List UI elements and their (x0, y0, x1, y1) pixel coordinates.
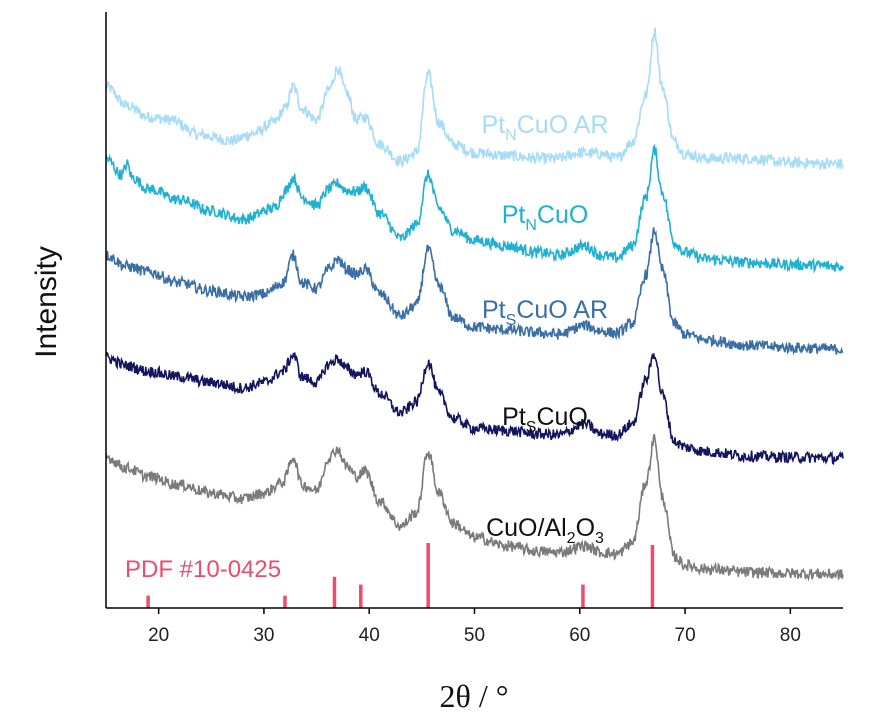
series-line-2 (105, 143, 844, 274)
x-tick-label: 70 (675, 625, 696, 646)
x-tick-label: 40 (359, 625, 380, 646)
series-layer (105, 27, 844, 582)
series-line-5 (105, 433, 844, 582)
series-label-1: PtNCuO AR (482, 111, 609, 144)
x-tick-label: 20 (148, 625, 169, 646)
series-line-1 (105, 27, 844, 172)
axes (105, 12, 843, 609)
series-label-2: PtNCuO (502, 201, 589, 234)
x-ticks: 20 30 40 50 60 70 80 (148, 608, 801, 646)
reference-peaks (146, 543, 655, 608)
x-tick-label: 30 (253, 625, 274, 646)
series-labels: PtNCuO AR PtNCuO PtSCuO AR PtSCuO CuO/Al2O3 (482, 111, 609, 547)
x-tick-label: 80 (780, 625, 801, 646)
series-line-4 (105, 351, 844, 466)
series-label-3: PtSCuO AR (482, 296, 608, 329)
x-tick-label: 50 (464, 625, 485, 646)
x-axis-title: 2θ / ° (439, 678, 508, 714)
series-label-5: CuO/Al2O3 (486, 514, 604, 547)
series-label-4: PtSCuO (502, 403, 588, 436)
x-tick-label: 60 (569, 625, 590, 646)
reference-label: PDF #10-0425 (125, 556, 281, 583)
y-axis-title: Intensity (30, 246, 63, 358)
series-line-3 (105, 227, 844, 356)
